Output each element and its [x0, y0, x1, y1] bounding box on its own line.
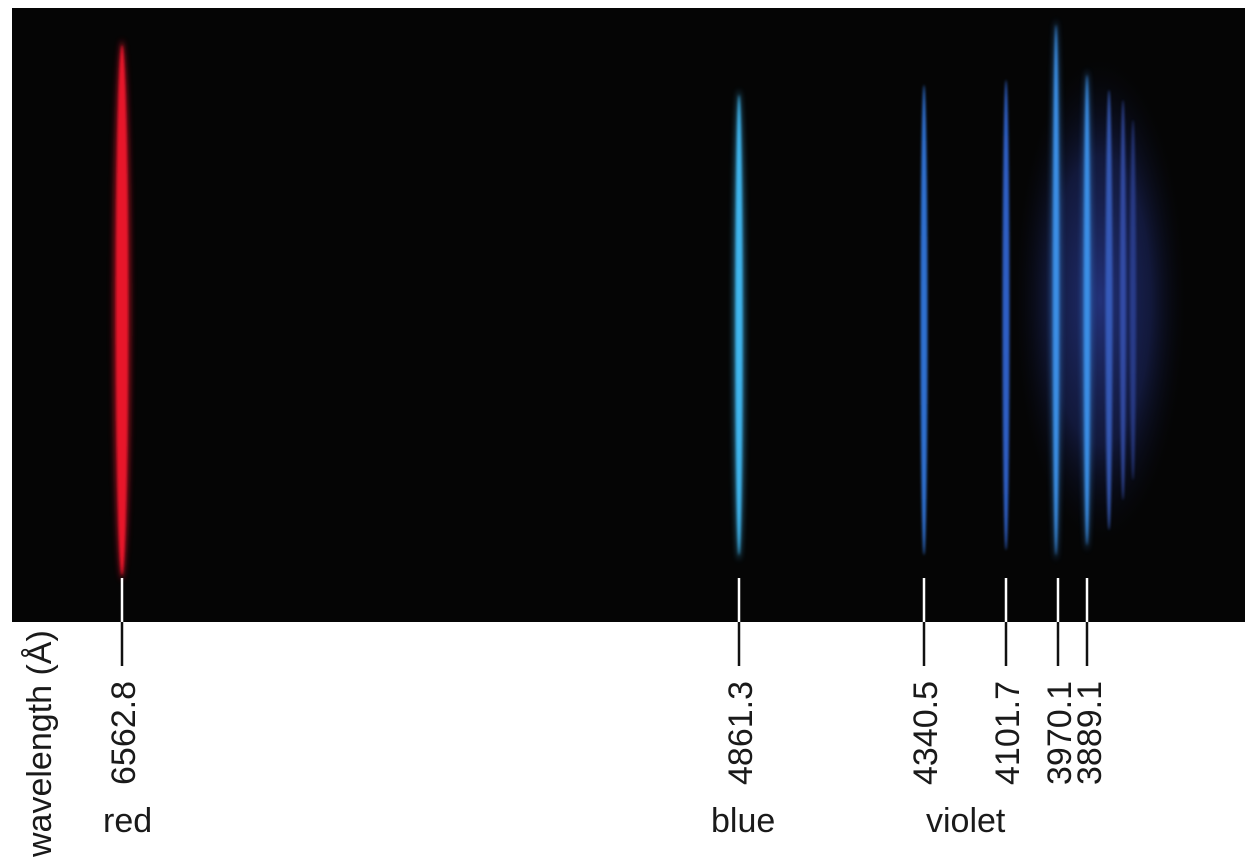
emission-line-4 — [1002, 80, 1010, 550]
color-label-red: red — [103, 802, 152, 840]
marker-ticks — [120, 578, 1089, 666]
wavelength-label: 3970.1 — [1041, 681, 1079, 785]
color-label-blue: blue — [711, 802, 775, 840]
faint-line — [1105, 90, 1113, 530]
wavelength-label: 3889.1 — [1071, 681, 1109, 785]
axis-label: wavelength (Å) — [21, 630, 59, 857]
emission-line-red — [116, 45, 128, 575]
emission-line-blue — [735, 95, 743, 555]
color-label-violet: violet — [926, 802, 1006, 840]
faint-line — [1130, 120, 1136, 480]
wavelength-label: 4861.3 — [722, 681, 760, 785]
emission-line-violet-1 — [920, 85, 928, 555]
violet-haze — [1015, 60, 1185, 540]
series-limit-faint-lines — [1105, 90, 1136, 530]
wavelength-label: 4340.5 — [907, 681, 945, 785]
emission-line-2 — [733, 90, 745, 560]
wavelength-label: 4101.7 — [989, 681, 1027, 785]
emission-line-violet-2 — [1002, 80, 1010, 550]
emission-line-violet-3 — [1053, 25, 1059, 555]
emission-line-6 — [1082, 70, 1092, 550]
emission-line-1 — [113, 40, 131, 580]
emission-line-violet-4 — [1084, 75, 1090, 545]
faint-line — [1120, 100, 1126, 500]
emission-line-5 — [1051, 20, 1061, 560]
wavelength-label: 6562.8 — [105, 681, 143, 785]
emission-line-3 — [920, 85, 928, 555]
